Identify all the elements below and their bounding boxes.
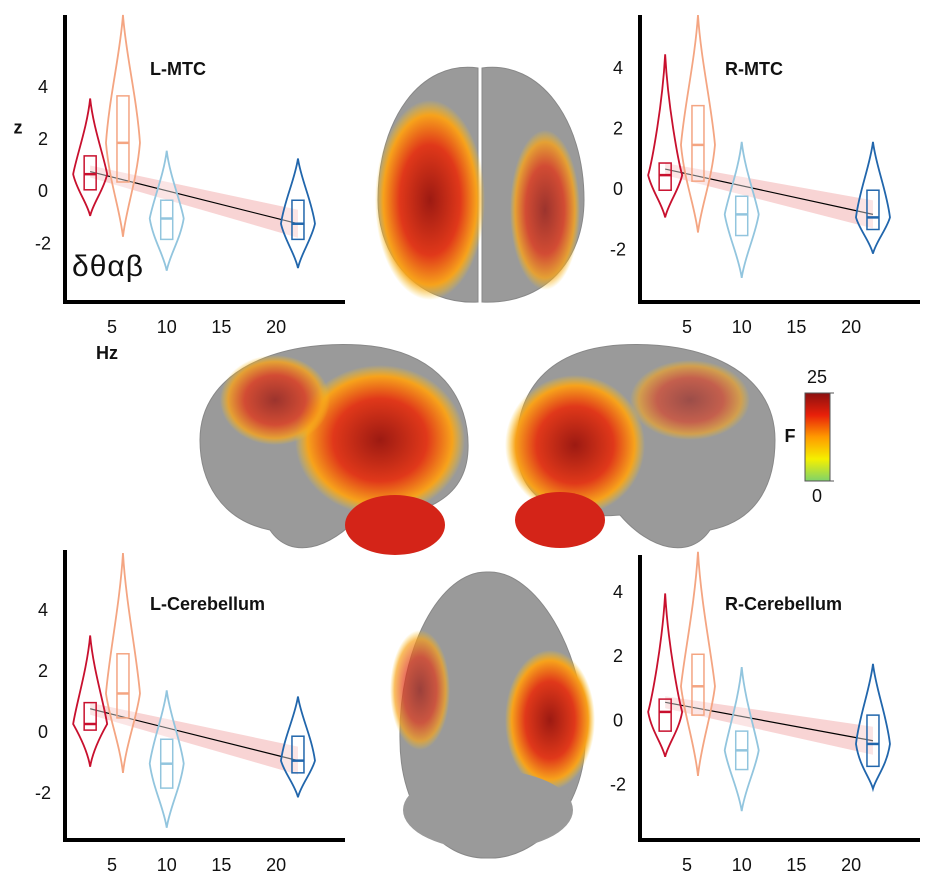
panel-title: R-Cerebellum (725, 594, 842, 614)
violin (73, 635, 107, 766)
x-tick-label: 15 (211, 855, 231, 875)
legend-entry: θ (90, 250, 107, 283)
violin (725, 142, 759, 278)
violin (681, 15, 715, 233)
violin (106, 15, 140, 237)
violin (856, 664, 890, 789)
y-tick-label: -2 (35, 783, 51, 803)
violin (281, 697, 315, 798)
y-tick-label: 4 (38, 600, 48, 620)
legend-entry: α (107, 250, 124, 283)
x-tick-label: 5 (682, 317, 692, 337)
y-tick-label: 0 (38, 722, 48, 742)
x-tick-label: 10 (732, 855, 752, 875)
y-tick-label: 0 (38, 181, 48, 201)
y-tick-label: -2 (610, 774, 626, 794)
y-tick-label: 0 (613, 710, 623, 730)
y-axis-label: z (14, 117, 23, 137)
panel: -2 0 2 4 5 10 15 20 L-Cerebellum (35, 550, 345, 875)
violin (681, 552, 715, 776)
violin (281, 159, 315, 269)
y-tick-label: 4 (38, 77, 48, 97)
colorbar-tick-label: 25 (807, 367, 827, 387)
y-tick-label: -2 (35, 233, 51, 253)
y-tick-label: 2 (38, 129, 48, 149)
y-tick-label: -2 (610, 239, 626, 259)
panel: -2 0 2 4 5 10 15 20 R-Cerebellum (610, 552, 920, 875)
x-tick-label: 20 (841, 855, 861, 875)
y-tick-label: 4 (613, 582, 623, 602)
panel: -2 0 2 4 5 10 15 20 L-MTC z Hz (14, 15, 346, 363)
violin (73, 98, 107, 215)
panel-title: L-MTC (150, 59, 206, 79)
x-tick-label: 10 (732, 317, 752, 337)
violin (150, 690, 184, 827)
x-tick-label: 15 (786, 317, 806, 337)
violin (106, 553, 140, 773)
panel-title: R-MTC (725, 59, 783, 79)
brain-right (505, 344, 775, 548)
violin (648, 593, 682, 756)
x-tick-label: 20 (266, 855, 286, 875)
brain-left (200, 344, 468, 555)
x-tick-label: 10 (157, 855, 177, 875)
x-tick-label: 15 (211, 317, 231, 337)
violin (648, 54, 682, 217)
y-tick-label: 0 (613, 179, 623, 199)
violin (725, 667, 759, 811)
y-tick-label: 2 (613, 119, 623, 139)
y-tick-label: 4 (613, 58, 623, 78)
colorbar (805, 393, 830, 481)
x-tick-label: 10 (157, 317, 177, 337)
y-tick-label: 2 (613, 646, 623, 666)
legend-entry: δ (72, 250, 89, 283)
figure: F 025-20245101520L-MTCzHz-20245101520R-M… (0, 0, 927, 879)
x-tick-label: 15 (786, 855, 806, 875)
y-tick-label: 2 (38, 661, 48, 681)
x-tick-label: 20 (841, 317, 861, 337)
brain-top (375, 67, 584, 302)
violin (856, 142, 890, 254)
panel-title: L-Cerebellum (150, 594, 265, 614)
x-tick-label: 5 (682, 855, 692, 875)
x-tick-label: 5 (107, 855, 117, 875)
colorbar-label: F (785, 426, 796, 446)
x-tick-label: 5 (107, 317, 117, 337)
colorbar-tick-label: 0 (812, 486, 822, 506)
legend-entry: β (126, 250, 143, 283)
brain-bottom (390, 572, 595, 858)
x-axis-label: Hz (96, 343, 118, 363)
x-tick-label: 20 (266, 317, 286, 337)
panel: -2 0 2 4 5 10 15 20 R-MTC (610, 15, 920, 337)
violin (150, 151, 184, 271)
